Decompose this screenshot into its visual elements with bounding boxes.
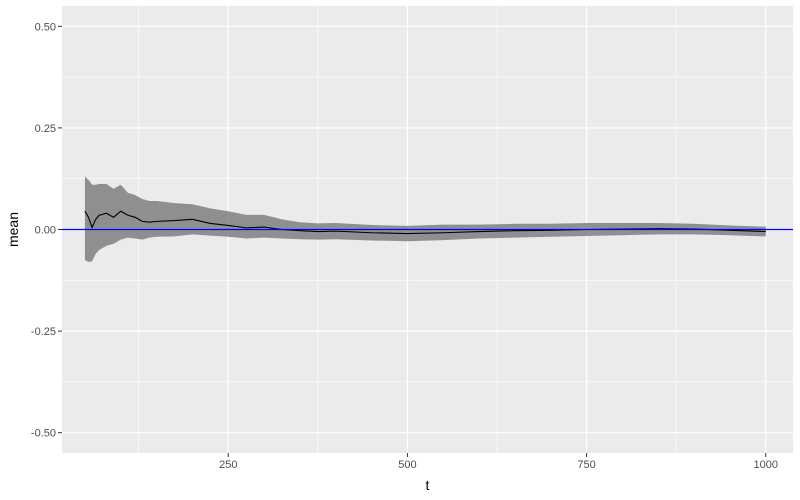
confidence-band xyxy=(84,176,766,263)
x-tick-label: 750 xyxy=(577,459,595,471)
x-axis-ticks: 250 500 750 1000 xyxy=(219,453,778,471)
y-axis-title: mean xyxy=(5,212,21,247)
y-tick-label: -0.25 xyxy=(31,326,56,338)
y-tick-label: -0.50 xyxy=(31,428,56,440)
x-tick-label: 1000 xyxy=(754,459,778,471)
x-tick-label: 250 xyxy=(219,459,237,471)
confidence-band-layer xyxy=(84,176,766,263)
x-tick-label: 500 xyxy=(398,459,416,471)
x-axis-title: t xyxy=(426,477,430,493)
y-tick-label: 0.50 xyxy=(35,21,56,33)
y-tick-label: 0.00 xyxy=(35,225,56,237)
y-tick-label: 0.25 xyxy=(35,123,56,135)
y-axis-ticks: -0.50 -0.25 0.00 0.25 0.50 xyxy=(31,21,62,440)
